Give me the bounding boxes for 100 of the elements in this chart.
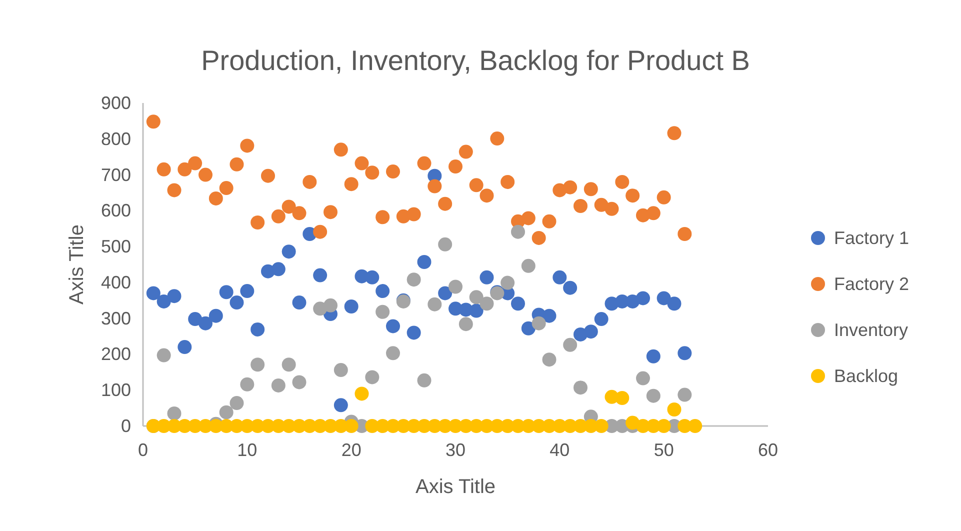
point bbox=[417, 373, 432, 388]
point bbox=[250, 358, 265, 372]
chart-title: Production, Inventory, Backlog for Product B bbox=[201, 45, 750, 76]
point bbox=[480, 188, 494, 203]
point bbox=[480, 296, 494, 311]
point bbox=[156, 162, 171, 176]
point bbox=[563, 280, 578, 295]
point bbox=[417, 156, 432, 170]
point bbox=[167, 183, 182, 198]
point bbox=[438, 196, 452, 211]
point bbox=[376, 284, 390, 298]
point bbox=[302, 174, 317, 189]
legend-label: Factory 2 bbox=[834, 274, 910, 294]
point bbox=[584, 182, 598, 196]
point bbox=[313, 224, 328, 239]
point bbox=[250, 322, 265, 336]
point bbox=[604, 202, 619, 216]
point bbox=[469, 290, 484, 304]
y-tick-label: 500 bbox=[100, 236, 131, 257]
point bbox=[271, 209, 286, 224]
point bbox=[406, 272, 421, 287]
point bbox=[198, 168, 212, 182]
point bbox=[334, 398, 348, 412]
point bbox=[678, 346, 692, 360]
y-axis-title: Axis Title bbox=[66, 224, 88, 305]
point bbox=[344, 177, 358, 192]
point bbox=[344, 419, 358, 433]
point bbox=[448, 280, 462, 294]
point bbox=[542, 352, 556, 367]
point bbox=[667, 402, 682, 416]
point bbox=[500, 174, 515, 189]
point bbox=[458, 144, 473, 159]
point bbox=[636, 371, 650, 386]
point bbox=[417, 254, 432, 269]
point bbox=[386, 346, 400, 360]
point bbox=[354, 156, 369, 170]
point bbox=[458, 317, 473, 332]
point bbox=[230, 157, 244, 172]
y-tick-label: 900 bbox=[100, 93, 131, 113]
point bbox=[438, 286, 452, 300]
point bbox=[178, 340, 192, 354]
point bbox=[156, 294, 171, 308]
point bbox=[656, 190, 671, 204]
point bbox=[261, 168, 275, 183]
point bbox=[292, 296, 306, 310]
point bbox=[198, 316, 212, 330]
point bbox=[667, 296, 682, 311]
point bbox=[511, 296, 525, 311]
point bbox=[532, 230, 546, 245]
point bbox=[313, 268, 328, 282]
point bbox=[594, 419, 608, 433]
point bbox=[188, 156, 202, 170]
point bbox=[240, 284, 254, 298]
y-tick-label: 800 bbox=[100, 128, 131, 149]
y-tick-label: 200 bbox=[100, 344, 131, 364]
x-tick-label: 20 bbox=[341, 440, 362, 460]
point bbox=[500, 276, 515, 290]
point bbox=[521, 321, 536, 336]
x-tick-label: 10 bbox=[237, 440, 258, 460]
point bbox=[646, 388, 660, 403]
point bbox=[354, 386, 369, 401]
point bbox=[334, 363, 348, 378]
point bbox=[563, 180, 578, 194]
point bbox=[365, 166, 380, 180]
point bbox=[188, 312, 202, 326]
point bbox=[469, 304, 484, 318]
point bbox=[574, 199, 588, 213]
point bbox=[208, 308, 223, 323]
point bbox=[490, 132, 504, 146]
point bbox=[271, 378, 286, 392]
legend-label: Factory 1 bbox=[834, 228, 910, 248]
point bbox=[386, 319, 400, 334]
point bbox=[428, 179, 442, 194]
point bbox=[292, 375, 306, 390]
point bbox=[552, 270, 567, 284]
point bbox=[208, 191, 223, 206]
point bbox=[542, 308, 556, 323]
point bbox=[282, 200, 296, 214]
point bbox=[615, 174, 630, 189]
point bbox=[469, 178, 484, 192]
point bbox=[521, 211, 536, 226]
point bbox=[438, 237, 452, 252]
point bbox=[376, 210, 390, 224]
y-tick-label: 0 bbox=[120, 416, 131, 436]
point bbox=[626, 188, 640, 203]
point bbox=[271, 262, 286, 276]
point bbox=[688, 419, 702, 433]
y-tick-label: 300 bbox=[100, 308, 131, 328]
y-tick-label: 600 bbox=[100, 200, 131, 221]
x-axis-title: Axis Title bbox=[415, 476, 496, 498]
point bbox=[678, 226, 692, 241]
point bbox=[230, 296, 244, 310]
point bbox=[230, 396, 244, 410]
point bbox=[448, 160, 462, 174]
x-tick-label: 30 bbox=[445, 440, 466, 460]
y-tick-label: 400 bbox=[100, 272, 131, 292]
x-tick-label: 50 bbox=[654, 440, 674, 460]
point bbox=[480, 270, 494, 284]
point bbox=[334, 142, 348, 157]
point bbox=[219, 285, 234, 300]
